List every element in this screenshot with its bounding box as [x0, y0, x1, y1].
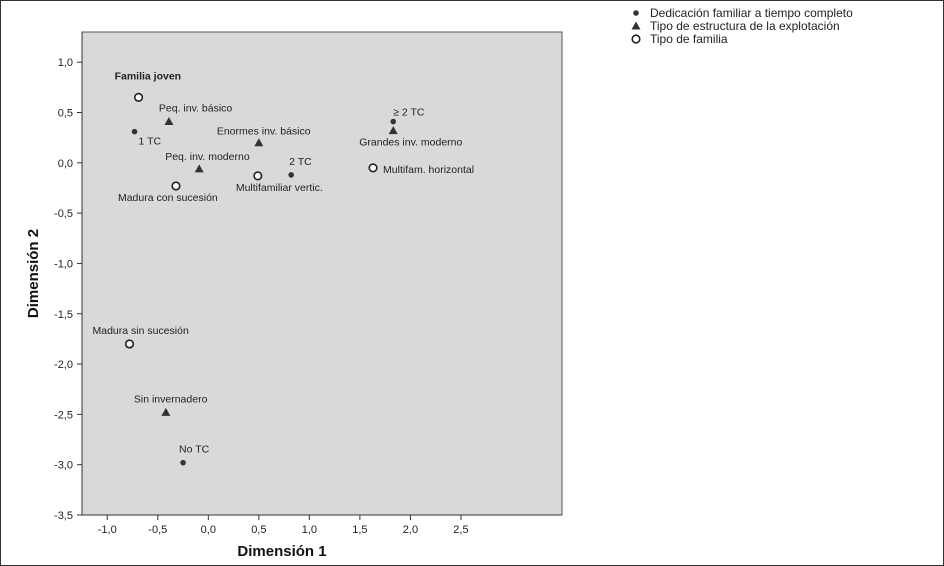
dot-marker [390, 118, 397, 125]
triangle-marker [164, 117, 174, 126]
open-circle-marker [133, 92, 144, 103]
dot-marker [131, 128, 138, 135]
triangle-marker [254, 138, 264, 147]
x-tick-label: 0,0 [201, 524, 216, 536]
dot-marker [633, 10, 639, 16]
x-ticks: -1,0 -0,5 0,0 0,5 1,0 1,5 2,0 2,5 [98, 515, 469, 536]
y-tick-label: -1,0 [54, 258, 73, 270]
x-tick-label: -0,5 [148, 524, 167, 536]
x-tick-label: 1,0 [302, 524, 317, 536]
y-axis-title: Dimensión 2 [25, 229, 42, 318]
point-label: Peq. inv. moderno [165, 151, 250, 163]
triangle-marker [194, 164, 204, 173]
y-ticks: 1,0 0,5 0,0 -0,5 -1,0 -1,5 -2,0 -2,5 -3,0 -3,5 [54, 57, 82, 522]
point-label: ≥ 2 TC [393, 107, 425, 119]
x-axis-title: Dimensión 1 [237, 543, 326, 560]
dot-marker [288, 172, 294, 178]
point-label: Peq. inv. básico [159, 103, 233, 115]
y-tick-label: 0,0 [58, 158, 73, 170]
x-tick-label: 2,0 [403, 524, 418, 536]
open-circle-marker [124, 339, 135, 349]
x-tick-label: 1,5 [352, 524, 367, 536]
y-tick-label: -0,5 [54, 208, 73, 220]
point-label: Madura sin sucesión [92, 325, 188, 337]
legend-item-label: Tipo de familia [650, 32, 728, 46]
x-tick-label: 0,5 [251, 524, 266, 536]
point-label: Madura con sucesión [118, 192, 218, 204]
y-tick-label: -1,5 [54, 309, 73, 321]
point-label: 2 TC [289, 156, 312, 168]
point-label: 1 TC [139, 136, 162, 148]
y-tick-label: 0,5 [58, 108, 73, 120]
point-label: Familia joven [115, 70, 182, 82]
y-tick-label: -3,0 [54, 460, 73, 472]
triangle-marker [161, 407, 171, 416]
open-circle-marker [368, 163, 378, 173]
y-tick-label: -3,5 [54, 510, 73, 522]
x-tick-label: 2,5 [453, 524, 468, 536]
dot-marker [180, 459, 186, 466]
point-label: Sin invernadero [134, 393, 208, 405]
plot-area [81, 31, 563, 516]
open-circle-marker [631, 34, 641, 44]
point-label: Multifamiliar vertic. [236, 182, 323, 194]
point-label: No TC [179, 444, 210, 456]
y-tick-label: -2,5 [54, 409, 73, 421]
y-tick-label: 1,0 [58, 57, 73, 69]
open-circle-marker [253, 171, 263, 181]
point-labels: 1 TC 2 TC ≥ 2 TC No TC Peq. inv. básico Peq. … [92, 70, 474, 455]
legend-item-label: Tipo de estructura de la explotación [650, 19, 840, 33]
point-label: Enormes inv. básico [217, 126, 311, 138]
triangle-marker [388, 126, 398, 135]
x-tick-label: -1,0 [98, 524, 117, 536]
data-points [124, 92, 398, 466]
y-tick-label: -2,0 [54, 359, 73, 371]
triangle-marker [631, 21, 641, 30]
legend-item-label: Dedicación familiar a tiempo completo [650, 6, 853, 20]
legend: Dedicación familiar a tiempo completoTip… [631, 6, 853, 46]
point-label: Multifam. horizontal [383, 164, 474, 176]
open-circle-marker [171, 181, 181, 191]
point-label: Grandes inv. moderno [359, 137, 462, 149]
